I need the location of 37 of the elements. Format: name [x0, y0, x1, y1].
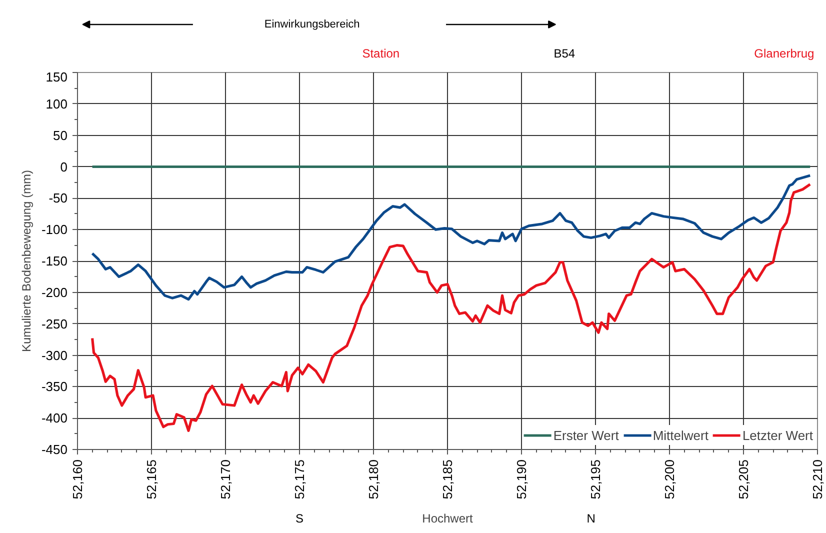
y-tick-label: -200 [41, 284, 68, 300]
line-series [91, 183, 812, 432]
x-tick-label: 52,175 [292, 459, 307, 500]
text: S [296, 512, 304, 526]
y-tick-label: -100 [41, 222, 68, 238]
x-tick-label: 52,210 [810, 459, 825, 500]
y-tick-label: -450 [41, 442, 68, 457]
line-series [91, 174, 812, 301]
x-tick-label: 52,205 [736, 459, 751, 500]
y-tick-label: 150 [46, 70, 68, 84]
x-tick-label: 52,190 [514, 459, 529, 500]
y-tick-label: -150 [41, 254, 68, 268]
y-tick-label: -400 [41, 410, 68, 426]
x-tick-label: 52,170 [218, 459, 233, 500]
y-tick-label: -50 [48, 190, 68, 206]
x-tick-label: 52,165 [144, 459, 159, 500]
x-tick-label: 52,195 [588, 459, 603, 500]
y-tick-label: 50 [53, 128, 68, 143]
text: Einwirkungsbereich [264, 18, 360, 30]
text: Glanerbrug [754, 46, 814, 60]
y-tick-label: 100 [46, 96, 68, 112]
text: Station [362, 46, 400, 60]
text: B54 [554, 46, 576, 60]
x-tick-label: 52,160 [70, 459, 85, 500]
y-tick-label: -250 [41, 316, 68, 332]
y-tick-label: -300 [41, 348, 68, 363]
legend-label: Letzter Wert [742, 428, 813, 442]
y-tick-label: -350 [41, 379, 68, 394]
y-axis-title: Kumulierte Bodenbewegung (mm) [19, 170, 34, 352]
legend-label: Mittelwert [652, 428, 708, 442]
x-tick-label: 52,200 [662, 459, 677, 500]
text: N [586, 512, 596, 526]
y-tick-label: 0 [60, 159, 68, 174]
x-tick-label: 52,185 [440, 459, 455, 500]
legend-label: Erster Wert [553, 428, 619, 442]
x-tick-label: 52,180 [366, 459, 381, 500]
x-axis-title: Hochwert [422, 512, 474, 526]
